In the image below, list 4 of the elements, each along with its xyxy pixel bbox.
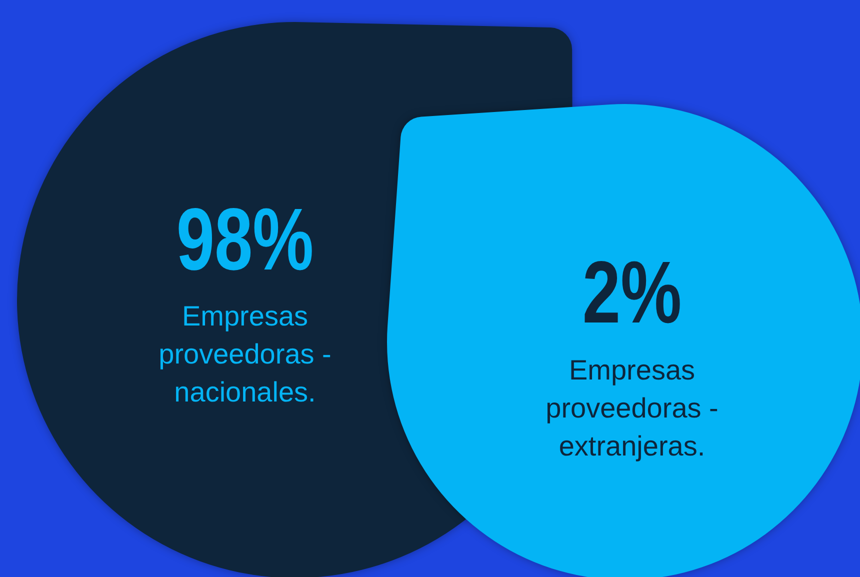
- data-label: 98%: [176, 190, 314, 288]
- category-label: Empresas proveedoras - nacionales.: [158, 300, 332, 408]
- data-label: 2%: [582, 243, 682, 342]
- category-label: Empresas proveedoras - extranjeras.: [546, 354, 718, 462]
